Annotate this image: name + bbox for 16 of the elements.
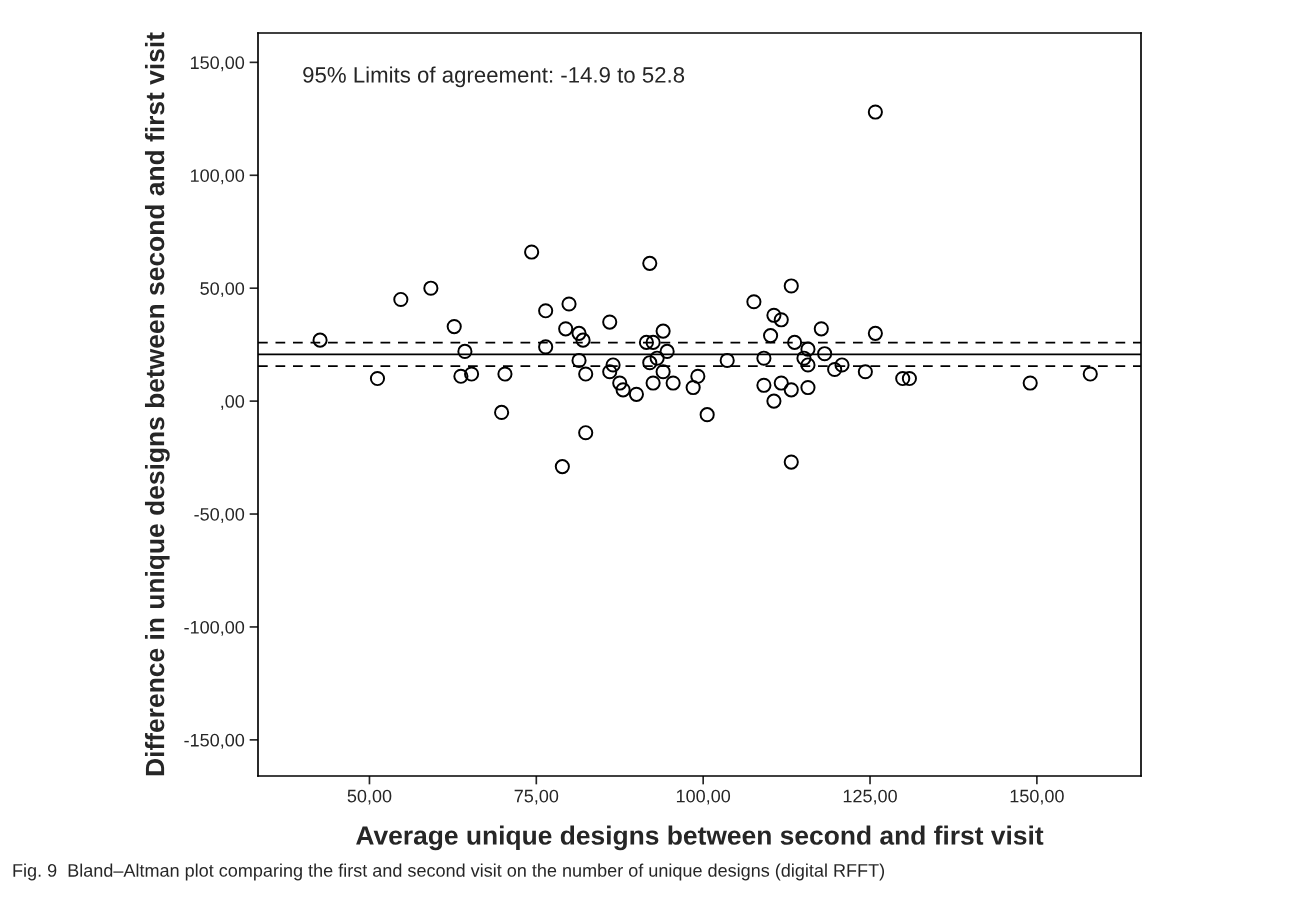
y-axis-title: Difference in unique designs between second and first visit (144, 32, 170, 776)
annotation: 95% Limits of agreement: -14.9 to 52.8 (303, 66, 685, 88)
y-tick-label: -50,00 (194, 507, 245, 523)
y-tick-label: -150,00 (184, 733, 245, 749)
x-tick-label: 50,00 (347, 789, 392, 805)
x-axis-title: Average unique designs between second and first visit (356, 825, 1044, 851)
x-tick-label: 150,00 (1010, 789, 1064, 805)
y-tick-label: -100,00 (184, 620, 245, 636)
x-tick-label: 75,00 (514, 789, 559, 805)
y-tick-label: 150,00 (190, 56, 245, 72)
y-tick-label: ,00 (221, 395, 245, 410)
x-tick-label: 125,00 (843, 789, 897, 805)
x-tick-label: 100,00 (676, 789, 731, 805)
y-tick-label: 50,00 (200, 282, 245, 298)
y-tick-label: 100,00 (190, 169, 245, 185)
caption: Fig. 9 Bland–Altman plot comparing the first and second visit on the number of unique designs (digital RFFT) (13, 863, 885, 881)
